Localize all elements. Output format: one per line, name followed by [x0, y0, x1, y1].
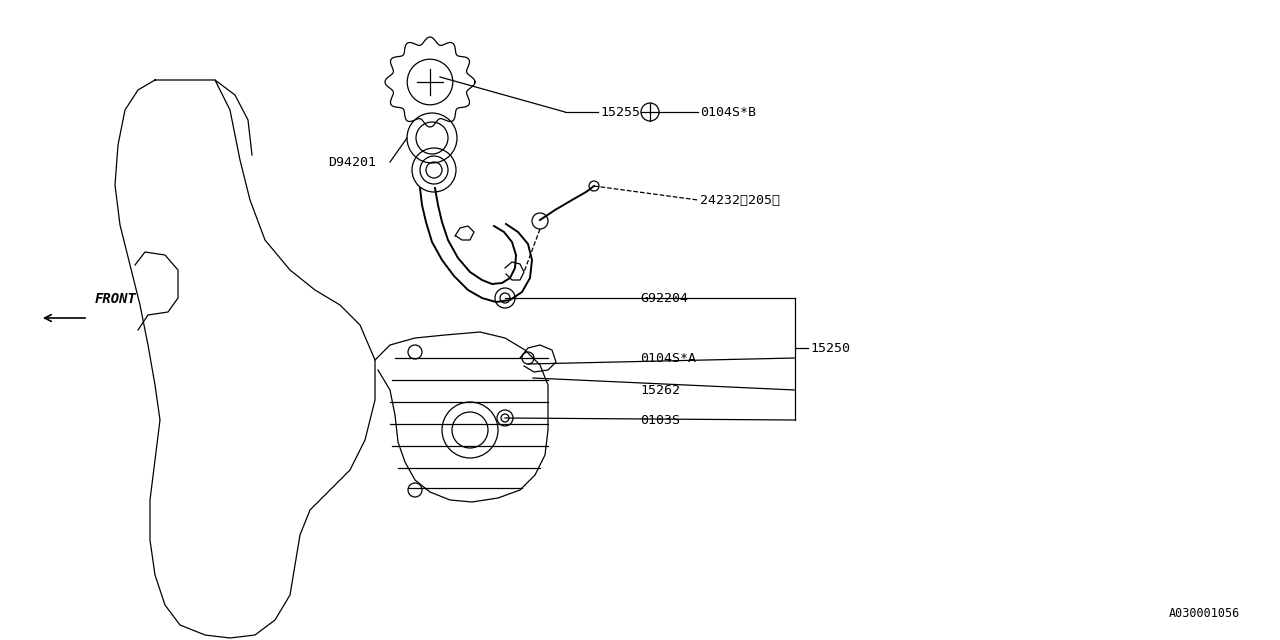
- Text: 15250: 15250: [810, 342, 850, 355]
- Text: G92204: G92204: [640, 291, 689, 305]
- Text: D94201: D94201: [328, 156, 376, 168]
- Text: 0104S*B: 0104S*B: [700, 106, 756, 118]
- Text: 0104S*A: 0104S*A: [640, 351, 696, 365]
- Text: 24232〈205〉: 24232〈205〉: [700, 193, 780, 207]
- Text: 0103S: 0103S: [640, 413, 680, 426]
- Text: A030001056: A030001056: [1169, 607, 1240, 620]
- Text: FRONT: FRONT: [95, 292, 137, 306]
- Text: 15255: 15255: [600, 106, 640, 118]
- Text: 15262: 15262: [640, 383, 680, 397]
